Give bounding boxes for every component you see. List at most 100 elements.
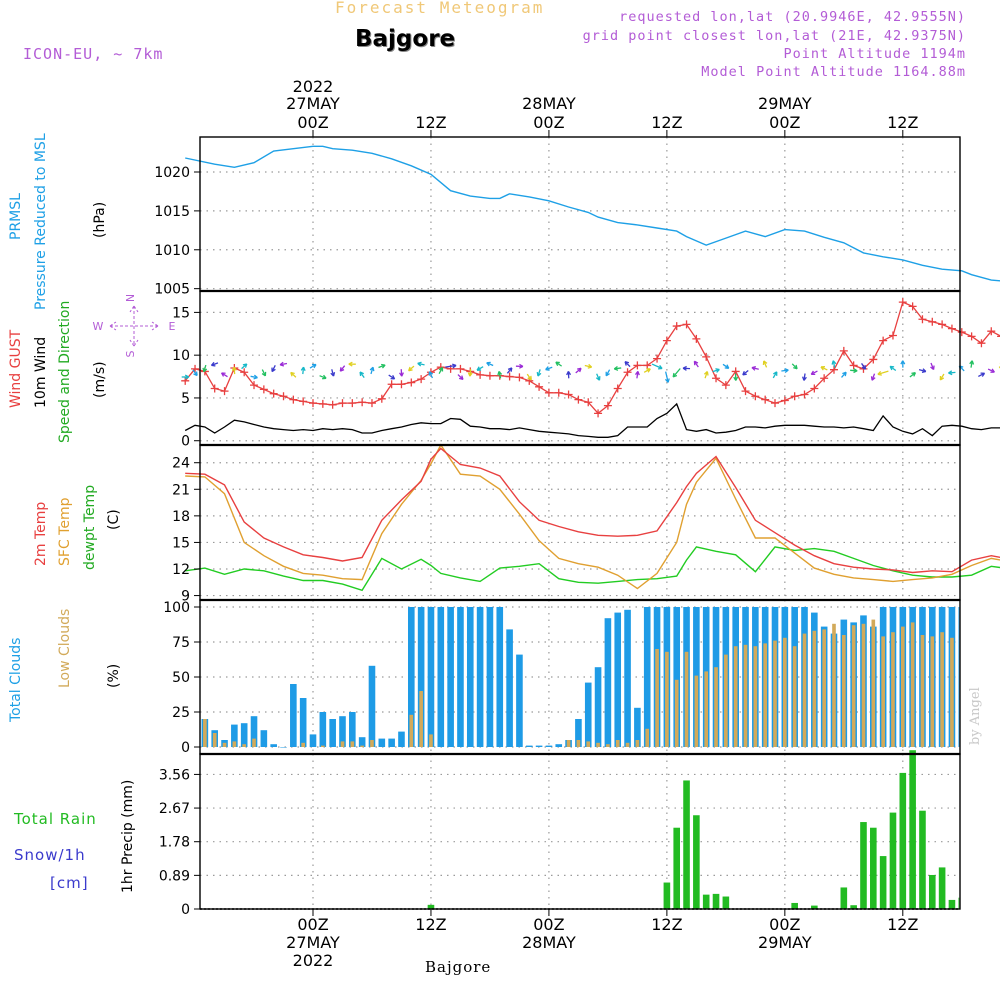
wind-direction-arrow xyxy=(536,369,542,377)
gust-marker xyxy=(653,354,662,363)
wind-direction-arrow xyxy=(476,366,484,371)
bottom-hour-label: 00Z xyxy=(769,915,800,934)
gust-marker xyxy=(574,395,583,404)
gust-marker xyxy=(358,398,367,407)
gust-marker xyxy=(603,401,612,410)
wind-direction-arrow xyxy=(939,373,945,381)
low-clouds-bar xyxy=(645,728,650,747)
total-clouds-bar xyxy=(398,731,405,747)
rain-bar xyxy=(427,904,435,909)
low-clouds-bar xyxy=(596,742,600,747)
point-altitude: Point Altitude 1194m xyxy=(783,46,966,62)
low-clouds-bar xyxy=(665,651,669,747)
bottom-hour-label: 00Z xyxy=(533,915,564,934)
total-clouds-bar xyxy=(339,716,346,747)
wind-direction-arrow xyxy=(909,372,916,378)
gust-marker xyxy=(544,388,553,397)
low-clouds-bar xyxy=(674,679,679,747)
low-clouds-bar xyxy=(930,636,935,747)
gust-marker xyxy=(692,334,701,343)
total-clouds-bar xyxy=(427,607,435,747)
wind-direction-arrow xyxy=(369,366,375,375)
gust-marker xyxy=(191,364,200,373)
wind-direction-arrow xyxy=(693,360,699,368)
wind-direction-arrow xyxy=(388,374,396,380)
t2m-line xyxy=(185,447,1000,574)
rain-bar xyxy=(860,822,867,909)
wind-direction-arrow xyxy=(584,363,593,369)
low-clouds-bar xyxy=(615,740,620,747)
top-date-label: 27MAY xyxy=(286,94,340,113)
total-clouds-bar xyxy=(624,609,631,747)
wind-direction-arrow xyxy=(781,368,789,373)
low-clouds-bar xyxy=(419,691,423,747)
wind-direction-arrow xyxy=(948,370,956,376)
total-clouds-bar xyxy=(231,724,238,747)
low-clouds-bar xyxy=(743,644,748,747)
gust-marker xyxy=(839,346,848,355)
total-clouds-bar xyxy=(634,707,641,747)
total-clouds-bar xyxy=(496,607,504,747)
top-hour-label: 00Z xyxy=(533,113,564,132)
gust-marker xyxy=(633,361,642,370)
gust-marker xyxy=(387,380,396,389)
gust-marker xyxy=(613,384,622,393)
gust-marker xyxy=(594,409,603,418)
wind-direction-arrow xyxy=(417,361,425,367)
wind-direction-arrow xyxy=(555,361,563,367)
rain-bar xyxy=(958,897,960,909)
low-clouds-bar xyxy=(851,625,856,747)
low-clouds-bar xyxy=(232,741,237,747)
gust-marker xyxy=(377,394,386,403)
low-clouds-bar xyxy=(950,637,954,747)
model-point-altitude: Model Point Altitude 1164.88m xyxy=(701,64,966,80)
rain-bar xyxy=(722,896,730,909)
wind-direction-arrow xyxy=(801,373,807,381)
gust-marker xyxy=(505,372,514,381)
wind-direction-arrow xyxy=(703,371,709,379)
wind-direction-arrow xyxy=(467,369,473,377)
y-tick-label: 15 xyxy=(172,535,190,551)
low-clouds-bar xyxy=(655,649,659,747)
low-clouds-bar xyxy=(724,654,728,747)
total-clouds-bar xyxy=(290,684,297,747)
gust-marker xyxy=(947,324,956,333)
low-clouds-bar xyxy=(242,744,247,747)
wind-direction-arrow xyxy=(319,374,327,380)
rain-bar xyxy=(791,902,798,909)
y-tick-label: 1020 xyxy=(154,165,190,181)
wind-direction-arrow xyxy=(566,371,572,379)
gust-marker xyxy=(849,361,858,370)
gust-marker xyxy=(328,400,337,409)
low-clouds-bar xyxy=(586,741,591,747)
y-tick-label: 1005 xyxy=(154,282,190,298)
gust-line xyxy=(184,301,1000,415)
wind-direction-arrow xyxy=(300,366,306,375)
rain-bar xyxy=(673,827,681,909)
wind-direction-arrow xyxy=(820,366,828,371)
wind-direction-arrow xyxy=(220,372,228,378)
top-hour-label: 12Z xyxy=(651,113,682,132)
bottom-hour-label: 00Z xyxy=(297,915,328,934)
low-clouds-bar xyxy=(409,714,414,747)
low-clouds-bar xyxy=(684,651,689,747)
y-tick-label: 18 xyxy=(172,509,190,525)
low-clouds-bar xyxy=(783,637,787,747)
wind-direction-arrow xyxy=(486,361,494,367)
wind-direction-arrow xyxy=(762,360,768,368)
rain-bar xyxy=(899,772,907,909)
gust-marker xyxy=(318,399,327,408)
total-clouds-bar xyxy=(545,745,553,747)
gust-marker xyxy=(908,302,917,311)
low-clouds-bar xyxy=(861,623,866,747)
wind-direction-arrow xyxy=(408,365,415,372)
location-title: Bajgore xyxy=(355,26,456,52)
model-name: ICON-EU, ~ 7km xyxy=(23,45,164,63)
low-clouds-bar xyxy=(203,719,207,747)
low-clouds-bar xyxy=(940,632,944,747)
y-tick-label: 5 xyxy=(181,391,190,407)
total-clouds-bar xyxy=(329,719,336,747)
rain-bar xyxy=(811,905,818,909)
low-clouds-bar xyxy=(753,646,758,747)
